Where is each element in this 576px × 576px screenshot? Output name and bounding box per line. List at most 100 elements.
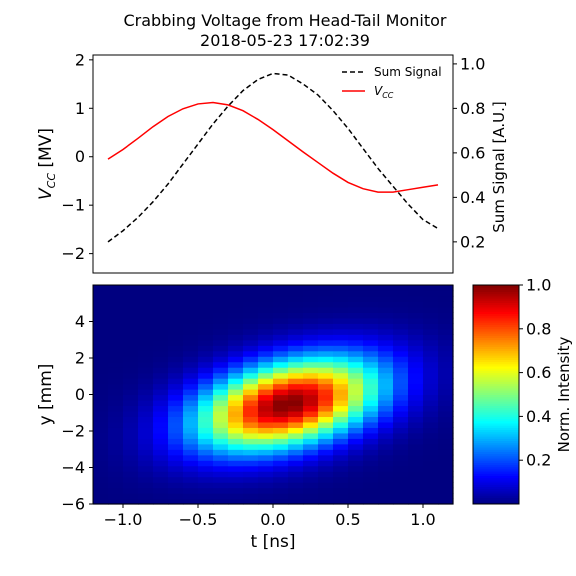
heatmap-cell (393, 285, 409, 291)
figure-title-line1: Crabbing Voltage from Head-Tail Monitor (124, 11, 447, 30)
heatmap-cell (348, 296, 364, 302)
heatmap-cell (198, 395, 214, 401)
heatmap-cell (363, 329, 379, 335)
heatmap-cell (213, 488, 229, 494)
heatmap-cell (303, 301, 319, 307)
heatmap-cell (198, 340, 214, 346)
heatmap-cell (408, 405, 424, 411)
heatmap-cell (228, 416, 244, 422)
heatmap-cell (288, 307, 304, 313)
heatmap-cell (363, 312, 379, 318)
heatmap-cell (123, 345, 139, 351)
heatmap-cell (243, 433, 259, 439)
heatmap-cell (153, 329, 169, 335)
heatmap-cell (423, 373, 439, 379)
heatmap-cell (183, 449, 199, 455)
heatmap-cell (408, 433, 424, 439)
heatmap-cell (318, 285, 334, 291)
heatmap-cell (348, 373, 364, 379)
heatmap-cell (318, 427, 334, 433)
heatmap-cell (183, 318, 199, 324)
heatmap-cell (363, 416, 379, 422)
heatmap-cell (198, 405, 214, 411)
heatmap-cell (438, 389, 454, 395)
heatmap-cell (288, 378, 304, 384)
heatmap-cell (198, 345, 214, 351)
heatmap-cell (303, 433, 319, 439)
heatmap-cell (318, 471, 334, 477)
heatmap-cell (108, 488, 124, 494)
heatmap-cell (258, 482, 274, 488)
heatmap-cell (348, 329, 364, 335)
heatmap-cell (153, 466, 169, 472)
heatmap-cell (333, 405, 349, 411)
heatmap-cell (333, 466, 349, 472)
heatmap-cell (378, 323, 394, 329)
heatmap-cell (93, 477, 109, 483)
heatmap-cell (168, 307, 184, 313)
heatmap-cell (288, 296, 304, 302)
heatmap-cell (348, 427, 364, 433)
heatmap-cell (108, 301, 124, 307)
heatmap-ytick-label: 4 (75, 312, 85, 331)
heatmap-cell (303, 296, 319, 302)
heatmap-cell (393, 334, 409, 340)
heatmap-cell (438, 427, 454, 433)
heatmap-cell (303, 334, 319, 340)
heatmap-cell (198, 427, 214, 433)
heatmap-cell (423, 356, 439, 362)
heatmap-cell (93, 460, 109, 466)
heatmap-cell (258, 389, 274, 395)
heatmap-cell (153, 318, 169, 324)
heatmap-cell (138, 482, 154, 488)
heatmap-cell (213, 307, 229, 313)
heatmap-cell (363, 356, 379, 362)
heatmap-cell (333, 488, 349, 494)
heatmap-cell (273, 351, 289, 357)
heatmap-cell (138, 389, 154, 395)
heatmap-cell (393, 488, 409, 494)
heatmap-cell (303, 345, 319, 351)
heatmap-cell (213, 351, 229, 357)
heatmap-cell (123, 411, 139, 417)
heatmap-cell (228, 318, 244, 324)
heatmap-cell (93, 318, 109, 324)
heatmap-cell (198, 482, 214, 488)
heatmap-cell (138, 373, 154, 379)
heatmap-cell (243, 345, 259, 351)
heatmap-cell (288, 334, 304, 340)
heatmap-cell (333, 449, 349, 455)
heatmap-cell (303, 378, 319, 384)
heatmap-cell (93, 312, 109, 318)
heatmap-cell (213, 340, 229, 346)
heatmap-cell (363, 340, 379, 346)
heatmap-cell (438, 290, 454, 296)
heatmap-cell (138, 378, 154, 384)
heatmap-cell (393, 444, 409, 450)
heatmap-cell (183, 290, 199, 296)
heatmap-cell (288, 290, 304, 296)
heatmap-cell (318, 416, 334, 422)
heatmap-cell (228, 296, 244, 302)
heatmap-cell (228, 482, 244, 488)
heatmap-cell (153, 395, 169, 401)
heatmap-cell (93, 449, 109, 455)
heatmap-cell (243, 466, 259, 472)
heatmap-cell (303, 438, 319, 444)
heatmap-cell (273, 318, 289, 324)
heatmap-cell (138, 329, 154, 335)
heatmap-cell (333, 373, 349, 379)
heatmap-cell (168, 488, 184, 494)
heatmap-cell (168, 455, 184, 461)
heatmap-cell (423, 477, 439, 483)
heatmap-cell (93, 438, 109, 444)
heatmap-cell (438, 301, 454, 307)
heatmap-cell (243, 307, 259, 313)
heatmap-cell (348, 367, 364, 373)
heatmap-cell (273, 373, 289, 379)
colorbar-tick-label: 0.4 (526, 407, 551, 426)
heatmap-cell (198, 416, 214, 422)
top-right-ylabel: Sum Signal [A.U.] (490, 101, 508, 232)
heatmap-cell (438, 493, 454, 499)
heatmap-cell (288, 351, 304, 357)
